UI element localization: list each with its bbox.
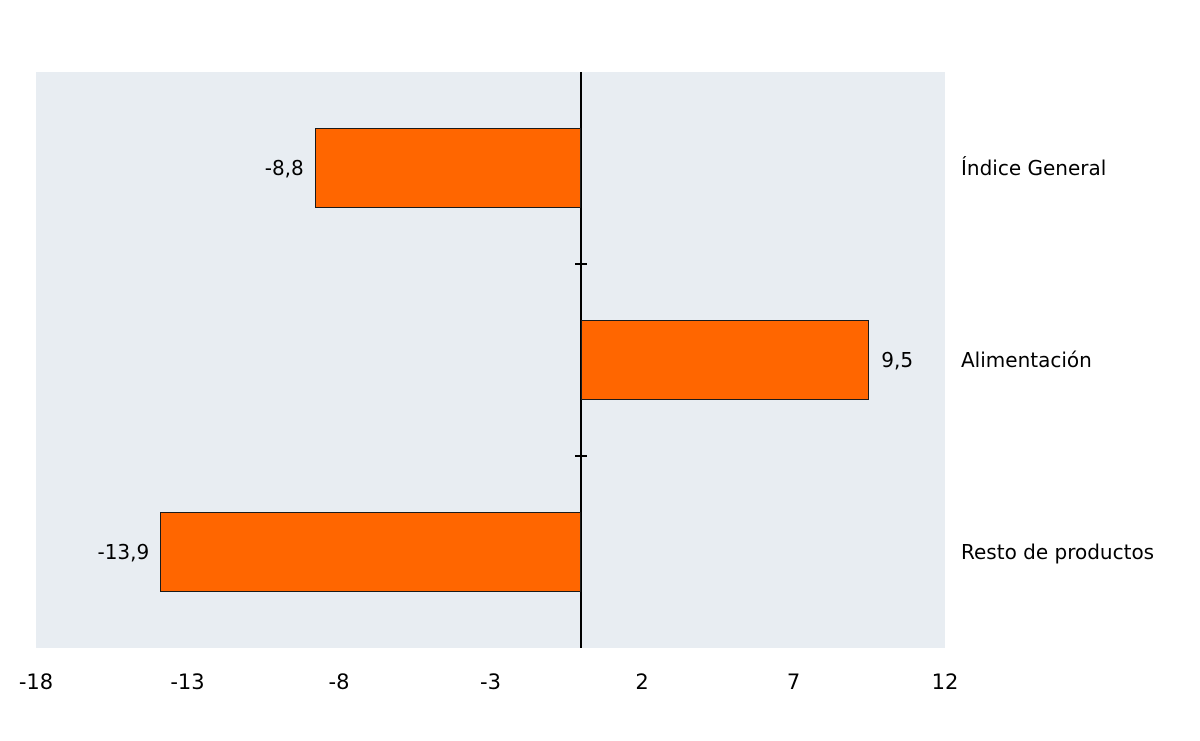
x-tick-label-5: 7	[786, 670, 801, 694]
x-tick-label-2: -8	[328, 670, 350, 694]
x-tick-label-0: -18	[18, 670, 54, 694]
bar-1	[581, 320, 870, 400]
bar-value-label-1: 9,5	[881, 348, 914, 372]
x-tick-label-3: -3	[480, 670, 501, 694]
plot-area: -8,8 9,5 -13,9	[36, 72, 945, 648]
category-label-1: Alimentación	[961, 348, 1092, 372]
bar-value-label-0: -8,8	[264, 156, 304, 180]
bar-0	[314, 128, 582, 208]
category-axis-tick	[575, 455, 588, 457]
bar-value-label-2: -13,9	[97, 540, 150, 564]
x-tick-label-1: -13	[170, 670, 205, 694]
bar-2	[160, 512, 582, 592]
category-label-0: Índice General	[961, 156, 1107, 180]
category-label-2: Resto de productos	[961, 540, 1155, 564]
x-tick-label-4: 2	[635, 670, 649, 694]
x-tick-label-6: 12	[931, 670, 959, 694]
category-axis-tick	[575, 263, 588, 265]
